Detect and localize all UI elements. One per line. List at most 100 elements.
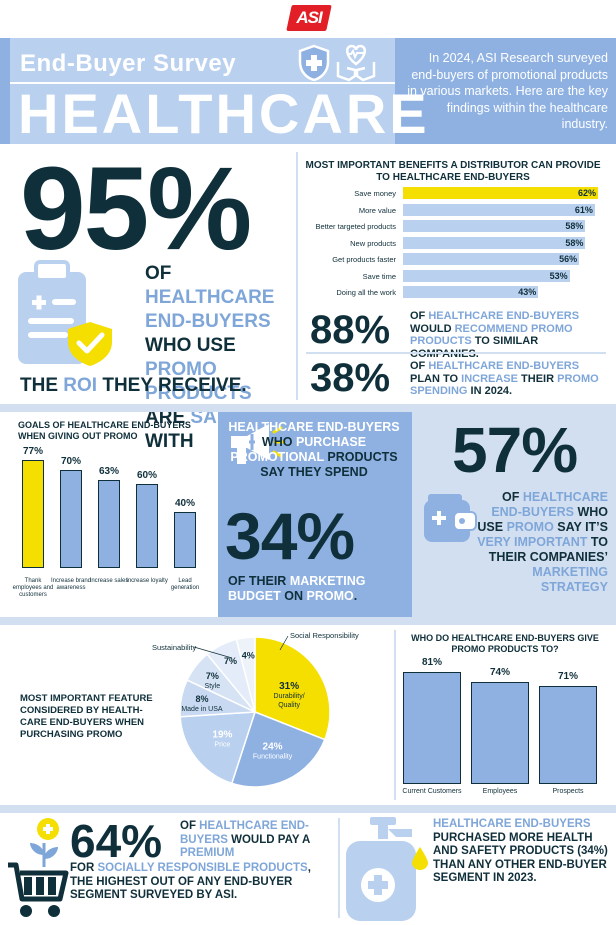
budget-highlight: HEALTHCARE END-BUYERS [228,420,400,434]
recommend-text-part: WOULD [410,322,455,335]
premium-highlight: HEALTHCARE END-BUYERS [180,820,309,846]
benefit-value: 43% [518,287,537,297]
shield-cross-icon [298,44,330,82]
recommend-highlight: HEALTHCARE END-BUYERS [428,310,580,322]
pie-value-label: 7% [224,656,237,666]
benefit-row: More value 61% [298,203,608,218]
satisfaction-text-part: WHO USE [145,335,236,356]
megaphone-icon [231,424,285,464]
satisfaction-text-part: THEY RECEIVE. [97,375,247,396]
pie-leader-line [193,646,233,659]
pie-value-label: 7% Style [205,671,221,690]
important-percent: 57% [452,414,578,486]
section-divider [296,152,298,400]
benefit-bar: 53% [403,269,570,282]
budget-text-part: . [353,589,358,603]
premium-text-part: WOULD PAY A [227,833,310,846]
benefit-row: Better targeted products 58% [298,220,608,234]
premium-highlight: PREMIUM [180,847,235,859]
increase-highlight: PROMO SPENDING [410,372,599,398]
goal-bar [136,483,158,568]
stat-divider [306,352,606,354]
header-banner: End-Buyer Survey HEALTHCARE In 2024, ASI… [0,38,616,144]
important-text-part: WHO USE [477,505,608,534]
pie-slice [254,636,331,741]
wallet-cross-icon [424,494,477,542]
recipient-label: Prospects [552,788,584,795]
budget-text-1: HEALTHCARE END-BUYERS WHO PURCHASE PROMO… [220,420,408,480]
recommend-text-part: OF [410,310,429,322]
goal-value: 40% [174,497,195,509]
recipient-value: 71% [557,670,578,682]
recommend-percent: 88% [310,308,391,352]
features-title: MOST IMPORTANT FEATURE CONSIDERED BY HEA… [20,693,153,740]
benefit-row: New products 58% [298,236,608,251]
goal-label: Thank employees and customers [12,578,54,598]
benefit-label: Save time [362,271,396,281]
health-safety-text-part: PURCHASED MORE HEALTH AND SAFETY PRODUCT… [433,831,608,885]
important-text-part: TO THEIR COMPANIES’ [488,535,608,564]
budget-text-2: OF THEIR MARKETING BUDGET ON PROMO. [228,574,408,604]
recommend-text: OF HEALTHCARE END-BUYERS WOULD RECOMMEND… [410,310,610,360]
important-highlight: MARKETING STRATEGY [532,565,608,594]
pie-value-label: 24% Functionality [253,741,293,760]
recipient-bar [471,681,529,784]
pie-leader-line [279,635,289,651]
benefits-title: MOST IMPORTANT BENEFITS A DISTRIBUTOR CA… [305,160,601,183]
health-safety-highlight: HEALTHCARE END-BUYERS [433,818,591,830]
important-highlight: HEALTHCARE END-BUYERS [491,490,608,519]
section-divider [338,818,340,918]
budget-text-part: WHO [261,435,296,449]
benefit-label: Doing all the work [336,288,396,297]
satisfaction-text-part: OF [145,263,172,284]
increase-text-part: OF [410,360,429,372]
goal-bar [60,469,82,568]
goal-label: Increase loyalty [126,578,168,584]
health-safety-text: HEALTHCARE END-BUYERS PURCHASED MORE HEA… [433,818,608,886]
important-highlight: PROMO [506,520,554,534]
important-text-part: OF [501,490,523,504]
premium-text-part: FOR [70,862,98,874]
recipient-value: 74% [489,666,510,678]
satisfaction-text-2: THE ROI THEY RECEIVE. [20,374,295,398]
premium-percent: 64% [70,815,163,867]
budget-highlight: MARKETING BUDGET [228,574,366,603]
section-band [0,805,616,813]
premium-text-part: OF [180,820,200,832]
pie-slice [179,711,257,785]
clipboard-shield-icon [18,260,112,366]
benefit-bar: 58% [403,220,586,232]
recipient-label: Current Customers [402,788,462,795]
pie-outside-label: Sustainability [152,643,196,652]
section-divider [394,630,396,800]
benefit-row: Save time 53% [298,269,608,284]
important-text-part: SAY IT’S [553,520,608,534]
goal-label: Increase brand awareness [50,578,92,591]
pie-value-label: 8% Made in USA [181,694,223,713]
benefit-label: New products [350,238,396,248]
goal-value: 60% [136,469,157,481]
pie-outside-label: Social Responsibility [290,631,359,640]
increase-text-part: IN 2024. [467,385,513,397]
goal-value: 63% [98,465,119,477]
premium-text-part: , THE HIGHEST OUT OF ANY END-BUYER SEGME… [70,862,311,901]
benefit-label: Better targeted products [315,222,396,231]
pie-slice [235,636,256,713]
recommend-highlight: RECOMMEND PROMO PRODUCTS [410,322,573,348]
benefit-bar: 62% [403,187,598,199]
header-title: HEALTHCARE [18,82,430,145]
benefit-bar: 43% [403,286,539,298]
premium-highlight: SOCIALLY RESPONSIBLE PRODUCTS [97,862,308,874]
header-subtitle: End-Buyer Survey [20,50,237,77]
satisfaction-percent: 95% [20,143,252,275]
increase-highlight: INCREASE [461,372,518,385]
increase-text: OF HEALTHCARE END-BUYERS PLAN TO INCREAS… [410,360,610,398]
recipients-title: WHO DO HEALTHCARE END-BUYERS GIVE PROMO … [411,633,599,654]
satisfaction-highlight: PROMO PRODUCTS [145,359,252,404]
goal-value: 70% [60,455,81,467]
logo-text: ASI [296,8,322,27]
benefit-value: 56% [559,254,578,264]
increase-text-part: PLAN TO [410,372,462,385]
goal-value: 77% [22,446,43,457]
pie-value-label: 19% Price [212,729,232,748]
